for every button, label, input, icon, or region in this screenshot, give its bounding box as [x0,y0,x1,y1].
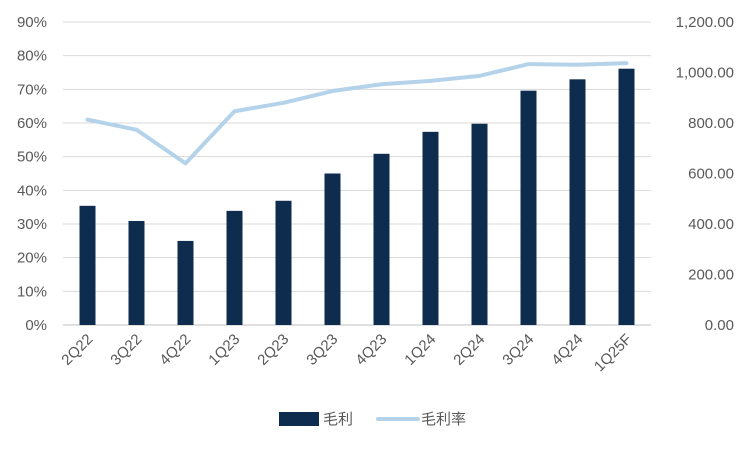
x-axis-tick-label: 3Q24 [499,331,537,369]
x-axis-tick-labels: 2Q22 3Q22 4Q22 1Q23 2Q23 3Q23 4Q23 1Q24 2Q24 3Q24… [58,331,635,375]
left-axis-tick-label: 60% [17,115,47,132]
left-axis-tick-label: 10% [17,283,47,300]
x-axis-tick-label: 4Q24 [548,331,586,369]
left-axis-tick-label: 0% [25,317,47,334]
left-axis-tick-label: 70% [17,81,47,98]
legend: 毛利 毛利率 [279,410,466,428]
bar [373,153,390,325]
bar [79,205,96,325]
left-axis-tick-label: 90% [17,14,47,31]
bar [520,90,537,326]
x-axis-tick-label: 3Q22 [107,331,145,369]
x-axis-tick-label: 4Q22 [156,331,194,369]
x-axis-tick-label: 3Q23 [303,331,341,369]
gridlines [63,21,651,326]
right-axis-tick-label: 200.00 [688,267,734,284]
right-axis-tick-label: 800.00 [688,115,734,132]
left-axis-tick-label: 80% [17,48,47,65]
legend-swatch-bar [279,412,319,426]
line-series [85,61,629,166]
right-axis-tick-labels: 0.00 200.00 400.00 600.00 800.00 1,000.00 1,20… [676,14,734,334]
x-axis-tick-label: 1Q24 [401,331,439,369]
left-axis-tick-label: 20% [17,250,47,267]
right-axis-tick-label: 0.00 [705,317,734,334]
right-axis-tick-label: 1,200.00 [676,14,734,31]
x-axis-tick-label: 2Q23 [254,331,292,369]
left-axis-tick-labels: 0% 10% 20% 30% 40% 50% 60% 70% 80% 90% [17,14,47,334]
right-axis-tick-label: 1,000.00 [676,65,734,82]
left-axis-tick-label: 40% [17,182,47,199]
right-axis-tick-label: 600.00 [688,166,734,183]
legend-label-bar: 毛利 [323,410,353,428]
bar [128,220,145,325]
x-axis-tick-label: 4Q23 [352,331,390,369]
bar [275,200,292,325]
line-path [85,61,629,166]
bar [618,68,635,326]
bar [226,210,243,325]
bar [177,240,194,325]
left-axis-tick-label: 30% [17,216,47,233]
bar [471,123,488,325]
bar [422,131,439,325]
bar-series [79,68,635,326]
x-axis-tick-label: 1Q23 [205,331,243,369]
x-axis-tick-label: 1Q25F [591,331,635,375]
bar [324,173,341,325]
right-axis-tick-label: 400.00 [688,216,734,233]
left-axis-tick-label: 50% [17,149,47,166]
legend-label-line: 毛利率 [421,410,466,428]
bar [569,79,586,325]
x-axis-tick-label: 2Q22 [58,331,96,369]
x-axis-tick-label: 2Q24 [450,331,488,369]
